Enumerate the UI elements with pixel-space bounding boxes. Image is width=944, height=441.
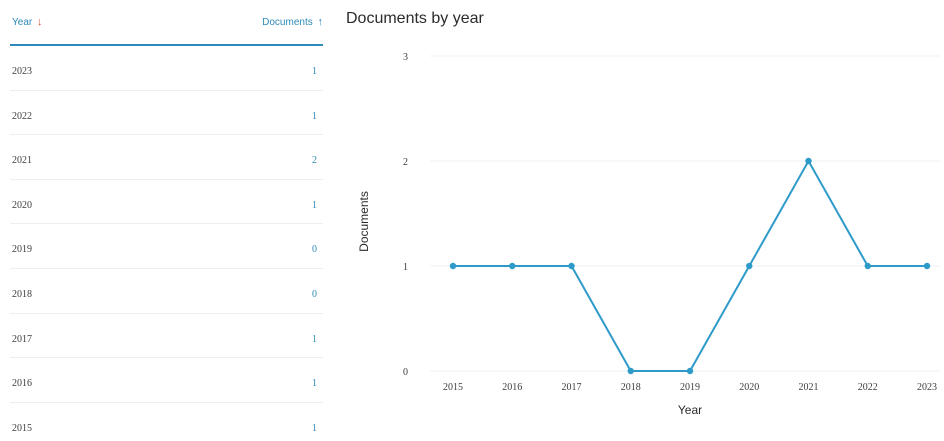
row-year: 2023 [12,66,32,77]
x-axis-ticks: 2015 2016 2017 2018 2019 2020 2021 2022 2023 [443,382,937,393]
sort-descending-icon: ↓ [37,16,43,28]
row-documents-link[interactable]: 1 [312,66,317,77]
data-point[interactable] [449,262,457,270]
row-documents-link[interactable]: 2 [312,155,317,167]
x-tick-label: 2023 [917,382,937,393]
table-row: 2016 1 [10,358,323,403]
row-documents-link[interactable]: 1 [312,199,317,211]
data-point[interactable] [805,157,812,165]
table-row: 2023 1 [10,46,323,91]
table-row: 2018 0 [10,269,323,314]
x-tick-label: 2015 [443,382,463,393]
data-point[interactable] [627,367,634,375]
y-tick-label: 3 [403,52,408,63]
x-tick-label: 2022 [858,382,878,393]
row-documents-link[interactable]: 0 [312,288,317,300]
year-column-header[interactable]: Year ↓ [12,16,43,28]
sort-ascending-icon: ↑ [317,16,324,28]
y-axis-label: Documents [357,191,371,252]
row-documents-link[interactable]: 1 [312,378,317,390]
row-year: 2022 [12,110,32,122]
table-row: 2020 1 [10,180,323,225]
row-year: 2017 [12,333,32,345]
table-row: 2022 1 [10,91,323,136]
row-year: 2018 [12,288,32,300]
y-tick-label: 1 [403,262,408,273]
row-documents-link[interactable]: 1 [312,110,317,122]
year-header-label: Year [12,17,33,28]
data-point[interactable] [864,262,871,270]
data-point[interactable] [746,262,753,270]
x-tick-label: 2021 [799,382,819,393]
data-point[interactable] [568,262,575,270]
row-year: 2020 [12,199,32,211]
row-year: 2015 [12,422,32,434]
table-row: 2019 0 [10,224,323,269]
chart-title: Documents by year [346,10,484,27]
row-year: 2019 [12,244,32,256]
chart-gridlines [430,55,940,372]
table-row: 2021 2 [10,135,323,180]
x-tick-label: 2018 [621,382,641,393]
x-tick-label: 2020 [739,382,759,393]
row-documents-link[interactable]: 1 [312,333,317,345]
row-year: 2021 [12,155,32,167]
table-body: 2023 1 2022 1 2021 2 2020 1 2019 0 2018 … [10,46,323,441]
data-point[interactable] [509,262,516,270]
row-documents-link[interactable]: 0 [312,244,317,256]
x-tick-label: 2019 [680,382,700,393]
documents-column-header[interactable]: Documents ↑ [262,16,323,28]
documents-header-label: Documents [262,17,313,28]
row-year: 2016 [12,378,32,390]
y-tick-label: 2 [403,157,408,168]
table-row: 2017 1 [10,314,323,359]
y-tick-label: 0 [403,367,408,378]
row-documents-link[interactable]: 1 [312,422,317,434]
x-tick-label: 2016 [502,382,522,393]
series-points [449,157,931,375]
documents-table: Year ↓ Documents ↑ 2023 1 2022 1 2021 2 [10,0,323,441]
documents-line-chart: 0 1 2 3 2015 2016 2017 2018 2019 2020 2021 2022 202… [357,52,940,417]
x-axis-label: Year [678,403,702,417]
table-header: Year ↓ Documents ↑ [10,0,323,46]
data-point[interactable] [686,367,694,375]
data-point[interactable] [923,262,931,270]
x-tick-label: 2017 [562,382,582,393]
table-row: 2015 1 [10,403,323,441]
y-axis-ticks: 0 1 2 3 [403,52,408,378]
